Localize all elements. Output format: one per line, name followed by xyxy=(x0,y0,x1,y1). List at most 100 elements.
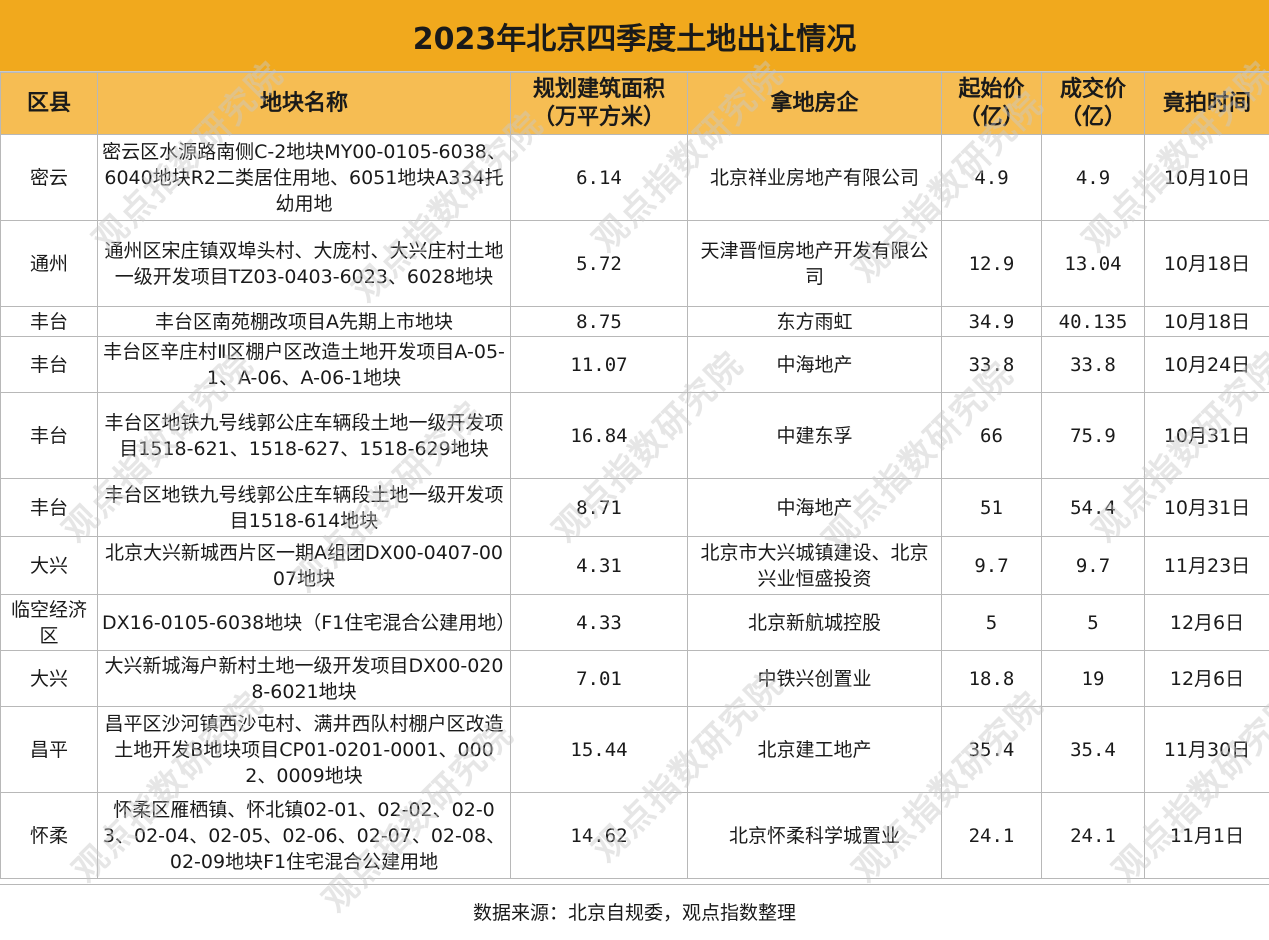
table-body: 密云 密云区水源路南侧C-2地块MY00-0105-6038、6040地块R2二类… xyxy=(0,134,1269,879)
district-cell: 通州 xyxy=(0,220,98,307)
parcel-name-cell: 北京大兴新城西片区一期A组团DX00-0407-0007地块 xyxy=(97,536,511,595)
district-cell: 昌平 xyxy=(0,706,98,793)
auction-date-cell: 11月1日 xyxy=(1144,792,1269,879)
start-price-cell: 5 xyxy=(941,594,1042,651)
parcel-name-cell: 丰台区地铁九号线郭公庄车辆段土地一级开发项目1518-621、1518-627、… xyxy=(97,392,511,479)
header-parcel-label: 地块名称 xyxy=(259,90,348,116)
auction-date-cell: 10月10日 xyxy=(1144,134,1269,221)
deal-price-cell: 24.1 xyxy=(1041,792,1145,879)
auction-date-cell: 10月18日 xyxy=(1144,220,1269,307)
table-row: 昌平 昌平区沙河镇西沙屯村、满井西队村棚户区改造土地开发B地块项目CP01-020… xyxy=(0,706,1269,793)
start-price-cell: 4.9 xyxy=(941,134,1042,221)
deal-price-cell: 13.04 xyxy=(1041,220,1145,307)
table-row: 大兴 北京大兴新城西片区一期A组团DX00-0407-0007地块 4.31 北京市大… xyxy=(0,536,1269,595)
buyer-cell: 北京市大兴城镇建设、北京兴业恒盛投资 xyxy=(687,536,942,595)
auction-date-cell: 10月24日 xyxy=(1144,336,1269,393)
district-cell: 大兴 xyxy=(0,536,98,595)
auction-date-cell: 10月31日 xyxy=(1144,392,1269,479)
deal-price-cell: 33.8 xyxy=(1041,336,1145,393)
header-start-price-label: 起始价 （亿） xyxy=(958,76,1025,130)
deal-price-cell: 54.4 xyxy=(1041,478,1145,537)
table-row: 怀柔 怀柔区雁栖镇、怀北镇02-01、02-02、02-03、02-04、02-0… xyxy=(0,792,1269,879)
district-cell: 丰台 xyxy=(0,336,98,393)
header-parcel: 地块名称 xyxy=(97,72,511,135)
table-row: 丰台 丰台区地铁九号线郭公庄车辆段土地一级开发项目1518-621、1518-62… xyxy=(0,392,1269,479)
auction-date-cell: 11月23日 xyxy=(1144,536,1269,595)
land-auction-table: 区县 地块名称 规划建筑面积 （万平方米） 拿地房企 起始价 （亿） 成交价 （亿） … xyxy=(0,72,1269,879)
start-price-cell: 12.9 xyxy=(941,220,1042,307)
parcel-name-cell: 怀柔区雁栖镇、怀北镇02-01、02-02、02-03、02-04、02-05、… xyxy=(97,792,511,879)
district-cell: 丰台 xyxy=(0,392,98,479)
buyer-cell: 中铁兴创置业 xyxy=(687,650,942,707)
start-price-cell: 18.8 xyxy=(941,650,1042,707)
buyer-cell: 中海地产 xyxy=(687,336,942,393)
area-cell: 11.07 xyxy=(510,336,688,393)
buyer-cell: 北京建工地产 xyxy=(687,706,942,793)
district-cell: 丰台 xyxy=(0,478,98,537)
table-row: 大兴 大兴新城海户新村土地一级开发项目DX00-0208-6021地块 7.01 中铁… xyxy=(0,650,1269,707)
header-district-label: 区县 xyxy=(26,90,71,116)
header-area-label: 规划建筑面积 （万平方米） xyxy=(532,76,665,130)
area-cell: 4.31 xyxy=(510,536,688,595)
buyer-cell: 北京祥业房地产有限公司 xyxy=(687,134,942,221)
district-cell: 临空经济区 xyxy=(0,594,98,651)
deal-price-cell: 5 xyxy=(1041,594,1145,651)
header-area: 规划建筑面积 （万平方米） xyxy=(510,72,688,135)
parcel-name-cell: 通州区宋庄镇双埠头村、大庞村、大兴庄村土地一级开发项目TZ03-0403-602… xyxy=(97,220,511,307)
table-row: 临空经济区 DX16-0105-6038地块（F1住宅混合公建用地） 4.33 北京新… xyxy=(0,594,1269,651)
buyer-cell: 北京新航城控股 xyxy=(687,594,942,651)
auction-date-cell: 10月18日 xyxy=(1144,306,1269,337)
table-title: 2023年北京四季度土地出让情况 xyxy=(0,0,1269,72)
parcel-name-cell: 昌平区沙河镇西沙屯村、满井西队村棚户区改造土地开发B地块项目CP01-0201-… xyxy=(97,706,511,793)
table-row: 丰台 丰台区地铁九号线郭公庄车辆段土地一级开发项目1518-614地块 8.71 中海… xyxy=(0,478,1269,537)
buyer-cell: 中建东孚 xyxy=(687,392,942,479)
start-price-cell: 33.8 xyxy=(941,336,1042,393)
area-cell: 14.62 xyxy=(510,792,688,879)
district-cell: 大兴 xyxy=(0,650,98,707)
parcel-name-cell: 密云区水源路南侧C-2地块MY00-0105-6038、6040地块R2二类居住… xyxy=(97,134,511,221)
buyer-cell: 东方雨虹 xyxy=(687,306,942,337)
start-price-cell: 35.4 xyxy=(941,706,1042,793)
district-cell: 怀柔 xyxy=(0,792,98,879)
header-deal-price: 成交价 （亿） xyxy=(1041,72,1145,135)
header-district: 区县 xyxy=(0,72,98,135)
area-cell: 7.01 xyxy=(510,650,688,707)
auction-date-cell: 11月30日 xyxy=(1144,706,1269,793)
district-cell: 密云 xyxy=(0,134,98,221)
start-price-cell: 9.7 xyxy=(941,536,1042,595)
header-buyer: 拿地房企 xyxy=(687,72,942,135)
header-row: 区县 地块名称 规划建筑面积 （万平方米） 拿地房企 起始价 （亿） 成交价 （亿） … xyxy=(0,72,1269,135)
deal-price-cell: 9.7 xyxy=(1041,536,1145,595)
header-buyer-label: 拿地房企 xyxy=(770,90,859,116)
area-cell: 8.75 xyxy=(510,306,688,337)
district-cell: 丰台 xyxy=(0,306,98,337)
table-row: 丰台 丰台区辛庄村Ⅱ区棚户区改造土地开发项目A-05-1、A-06、A-06-1地… xyxy=(0,336,1269,393)
start-price-cell: 51 xyxy=(941,478,1042,537)
start-price-cell: 34.9 xyxy=(941,306,1042,337)
area-cell: 4.33 xyxy=(510,594,688,651)
area-cell: 15.44 xyxy=(510,706,688,793)
start-price-cell: 24.1 xyxy=(941,792,1042,879)
buyer-cell: 北京怀柔科学城置业 xyxy=(687,792,942,879)
parcel-name-cell: 大兴新城海户新村土地一级开发项目DX00-0208-6021地块 xyxy=(97,650,511,707)
start-price-cell: 66 xyxy=(941,392,1042,479)
area-cell: 5.72 xyxy=(510,220,688,307)
table-row: 密云 密云区水源路南侧C-2地块MY00-0105-6038、6040地块R2二类… xyxy=(0,134,1269,221)
parcel-name-cell: DX16-0105-6038地块（F1住宅混合公建用地） xyxy=(97,594,511,651)
deal-price-cell: 4.9 xyxy=(1041,134,1145,221)
buyer-cell: 天津晋恒房地产开发有限公司 xyxy=(687,220,942,307)
deal-price-cell: 75.9 xyxy=(1041,392,1145,479)
deal-price-cell: 35.4 xyxy=(1041,706,1145,793)
deal-price-cell: 40.135 xyxy=(1041,306,1145,337)
buyer-cell: 中海地产 xyxy=(687,478,942,537)
parcel-name-cell: 丰台区南苑棚改项目A先期上市地块 xyxy=(97,306,511,337)
area-cell: 16.84 xyxy=(510,392,688,479)
header-start-price: 起始价 （亿） xyxy=(941,72,1042,135)
auction-date-cell: 10月31日 xyxy=(1144,478,1269,537)
header-date: 竟拍时间 xyxy=(1144,72,1269,135)
auction-date-cell: 12月6日 xyxy=(1144,594,1269,651)
parcel-name-cell: 丰台区地铁九号线郭公庄车辆段土地一级开发项目1518-614地块 xyxy=(97,478,511,537)
deal-price-cell: 19 xyxy=(1041,650,1145,707)
area-cell: 6.14 xyxy=(510,134,688,221)
